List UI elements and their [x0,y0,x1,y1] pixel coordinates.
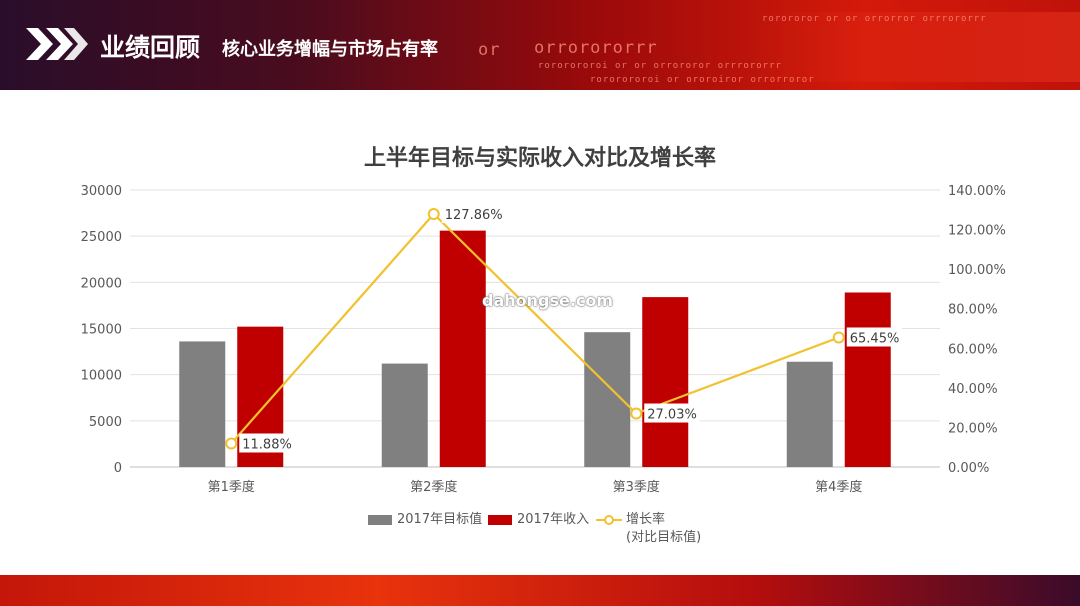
y-tick-label: 15000 [81,323,122,338]
y-tick-label: 30000 [81,184,122,199]
legend-line-marker [596,514,622,525]
legend-label: 增长率 [626,512,666,527]
growth-line [230,212,840,445]
page-title: 业绩回顾 [100,33,201,62]
data-label-bg [644,403,700,423]
binary-text: orrorororrr [534,38,658,58]
page-subtitle: 核心业务增幅与市场占有率 [222,39,438,60]
y2-tick-label: 140.00% [948,184,1006,199]
x-tick-label: 第1季度 [208,479,255,495]
y-tick-label: 5000 [89,415,122,430]
data-label: 11.88% [242,437,292,452]
data-label: 65.45% [850,332,900,347]
data-label-bg [441,204,506,224]
y2-tick-label: 120.00% [948,224,1006,239]
data-label: 127.86% [445,208,503,223]
legend-item-target: 2017年目标值 [368,508,482,527]
legend-swatch [368,514,392,525]
x-tick-label: 第4季度 [815,479,862,495]
binary-text: rorororor or or orrorror orrrororrr [762,14,987,24]
x-tick-label: 第2季度 [410,479,457,495]
binary-text: or [478,40,501,60]
binary-text: rororororoi or ororoiror orrorroror [590,75,815,85]
y2-tick-label: 0.00% [948,461,989,476]
footer-bar [0,575,1080,606]
growth-point [225,437,238,450]
y2-tick-label: 20.00% [948,421,998,436]
data-label: 27.03% [647,408,697,423]
binary-text: rororororoi or or orrororor orrrororrr [538,61,782,71]
y-tick-label: 0 [114,461,122,476]
bar-target [786,361,833,467]
legend-note: (对比目标值) [626,530,702,545]
legend-swatch [488,514,512,525]
bar-revenue [642,297,689,467]
legend-item-revenue: 2017年收入 [488,508,589,527]
bar-revenue [439,230,486,467]
bar-revenue [844,292,891,467]
y-tick-label: 10000 [81,369,122,384]
watermark: dahongse.com [482,291,614,310]
y-tick-label: 20000 [81,276,122,291]
data-label-bg [239,433,295,453]
bar-target [179,341,226,467]
chart-title: 上半年目标与实际收入对比及增长率 [363,146,716,171]
header-banner: or orrorororrr rorororor or or orrorror … [0,0,1080,90]
growth-point [630,407,643,420]
y2-tick-label: 40.00% [948,382,998,397]
bar-target [381,363,428,467]
header-panel [750,12,1080,82]
chevron-right-icon [26,28,88,60]
data-label-bg [846,327,902,347]
y2-tick-label: 100.00% [948,263,1006,278]
legend-label: 2017年收入 [517,512,590,527]
growth-point [832,331,845,344]
legend-item-growth: 增长率 [596,508,665,527]
legend-label: 2017年目标值 [397,512,483,527]
y2-tick-label: 80.00% [948,303,998,318]
y-tick-label: 25000 [81,230,122,245]
growth-point [427,208,440,221]
x-tick-label: 第3季度 [613,479,660,495]
y2-tick-label: 60.00% [948,342,998,357]
